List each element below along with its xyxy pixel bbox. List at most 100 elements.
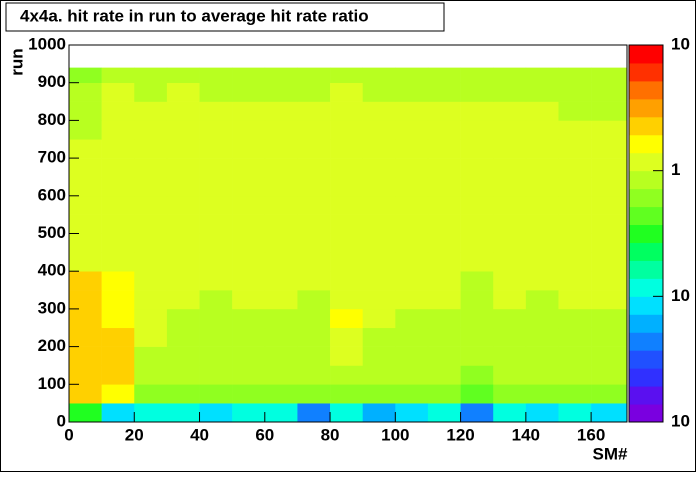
heatmap-cell [264, 214, 298, 234]
heatmap-cell [232, 384, 266, 404]
heatmap-cell [264, 176, 298, 197]
heatmap-cell [493, 67, 527, 83]
heatmap-cell [330, 252, 363, 272]
heatmap-cell [558, 384, 592, 404]
heatmap-cell [362, 67, 396, 83]
heatmap-cell [264, 365, 298, 385]
heatmap-cell [69, 403, 102, 423]
heatmap-cell [493, 327, 527, 347]
heatmap-cell [427, 82, 461, 102]
heatmap-cell [460, 290, 494, 310]
heatmap-cell [525, 195, 559, 215]
heatmap-cell [330, 384, 363, 404]
heatmap-cell [166, 82, 200, 102]
color-bar-step [629, 45, 663, 64]
heatmap-cell [69, 346, 102, 366]
heatmap-cell [199, 158, 233, 178]
heatmap-cell [69, 214, 102, 234]
heatmap-cell [166, 176, 200, 197]
color-bar-step [629, 152, 663, 172]
heatmap-cell [232, 290, 266, 310]
z-tick-label: 1 [671, 160, 680, 179]
heatmap-cell [101, 327, 135, 347]
heatmap-cell [493, 158, 527, 178]
heatmap-cell [460, 214, 494, 234]
x-tick-label: 160 [577, 425, 605, 444]
heatmap-cell [199, 365, 233, 385]
heatmap-cell [199, 195, 233, 215]
heatmap-cell [362, 327, 396, 347]
heatmap-cell [558, 252, 592, 272]
heatmap-cell [101, 67, 135, 83]
heatmap-cell [525, 290, 559, 310]
heatmap-cell [460, 101, 494, 121]
heatmap-cell [558, 195, 592, 215]
heatmap-cell [69, 139, 102, 159]
heatmap-cell [427, 120, 461, 140]
heatmap-cell [297, 176, 331, 197]
heatmap-cell [134, 158, 168, 178]
heatmap-cell [362, 158, 396, 178]
heatmap-cell [460, 384, 494, 404]
heatmap-cell [101, 82, 135, 102]
heatmap-cell [166, 101, 200, 121]
heatmap-cell [362, 139, 396, 159]
heatmap-cell [330, 403, 363, 423]
heatmap-cell [69, 327, 102, 347]
heatmap-cell [362, 233, 396, 253]
color-bar-step [629, 386, 663, 405]
heatmap-cell [395, 67, 429, 83]
color-bar-step [629, 332, 663, 351]
heatmap-cell [264, 271, 298, 291]
heatmap-cell [69, 271, 102, 291]
heatmap-cell [166, 346, 200, 366]
heatmap-cell [427, 346, 461, 366]
heatmap-cell [330, 158, 363, 178]
heatmap-cell [525, 101, 559, 121]
y-tick-label: 600 [38, 185, 66, 204]
heatmap-cell [101, 158, 135, 178]
heatmap-cell [427, 365, 461, 385]
heatmap-cell [69, 365, 102, 385]
heatmap-cell [134, 327, 168, 347]
heatmap-cell [493, 101, 527, 121]
heatmap-cell [558, 120, 592, 140]
heatmap-cell [69, 195, 102, 215]
heatmap-cell [362, 365, 396, 385]
heatmap-cell [232, 158, 266, 178]
heatmap-cell [558, 308, 592, 329]
heatmap-cell [264, 252, 298, 272]
heatmap-cell [232, 195, 266, 215]
title-box [5, 2, 445, 32]
y-tick-label: 300 [38, 298, 66, 317]
color-bar-step [629, 314, 663, 333]
color-bar-step [629, 224, 663, 243]
heatmap-cell [330, 290, 363, 310]
heatmap-cell [166, 290, 200, 310]
heatmap-cell [232, 308, 266, 329]
heatmap-cell [395, 233, 429, 253]
heatmap-cell [101, 308, 135, 329]
y-tick-label: 400 [38, 261, 66, 280]
heatmap-cell [362, 252, 396, 272]
heatmap-cell [427, 271, 461, 291]
heatmap-cell [330, 101, 363, 121]
heatmap-cell [395, 120, 429, 140]
heatmap-cell [232, 214, 266, 234]
heatmap-cell [297, 271, 331, 291]
heatmap-cell [525, 346, 559, 366]
heatmap-cell [330, 308, 363, 329]
heatmap-cell [591, 271, 628, 291]
heatmap-cell [362, 101, 396, 121]
y-tick-label: 100 [38, 374, 66, 393]
heatmap-cell [330, 195, 363, 215]
heatmap-cell [166, 384, 200, 404]
heatmap-cell [101, 139, 135, 159]
heatmap-cell [427, 195, 461, 215]
heatmap-cell [427, 67, 461, 83]
heatmap-cell [134, 403, 168, 423]
heatmap-cell [362, 346, 396, 366]
heatmap-cell [101, 403, 135, 423]
heatmap-cell [493, 290, 527, 310]
